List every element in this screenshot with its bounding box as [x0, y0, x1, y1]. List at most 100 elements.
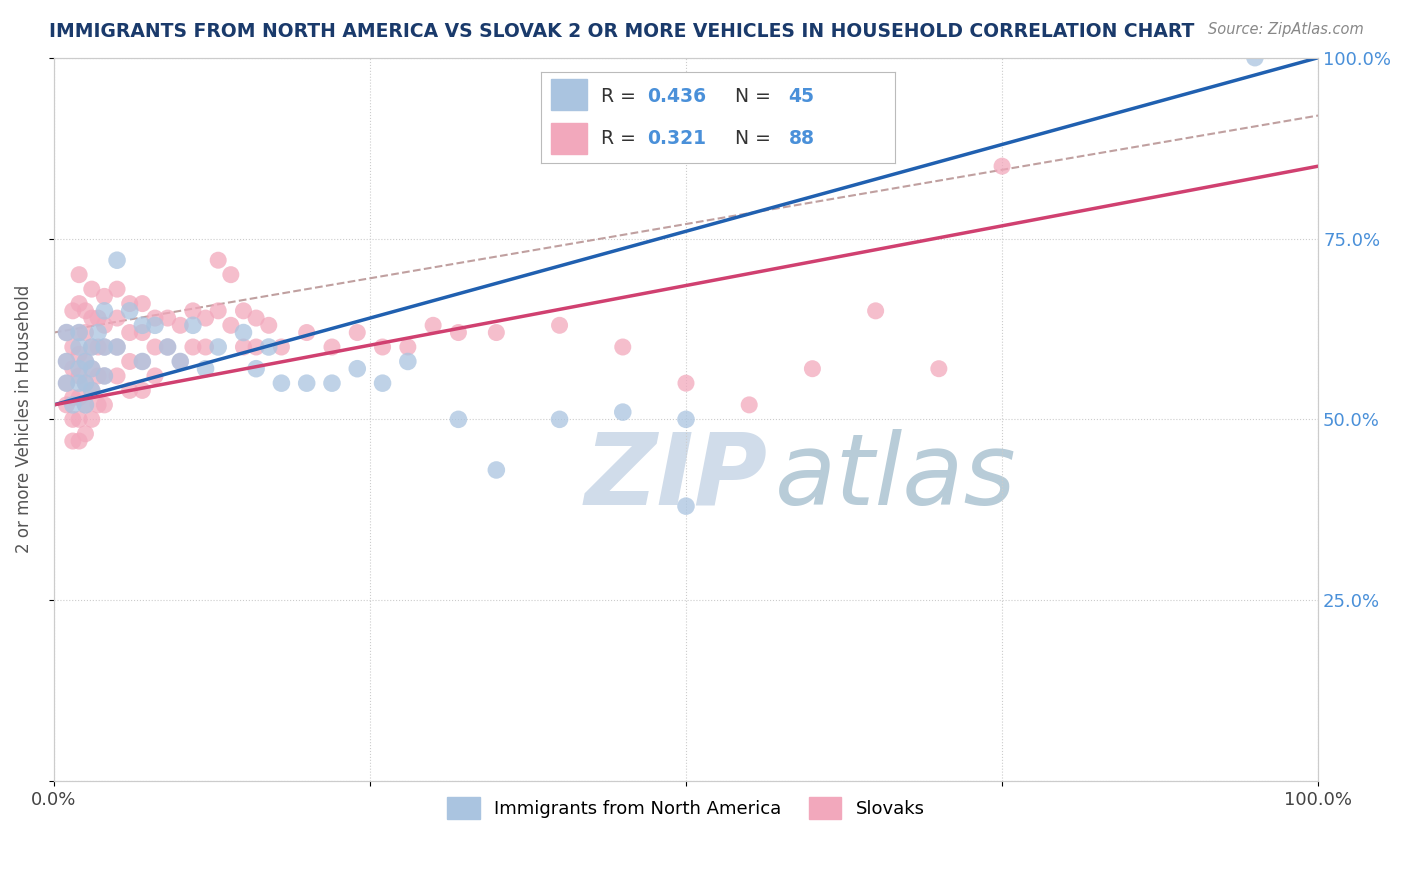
Point [181, 303, 204, 318]
Point [75, 376, 97, 391]
Point [232, 326, 254, 340]
Point [612, 340, 634, 354]
Point [80, 361, 103, 376]
Point [67, 326, 90, 340]
Point [245, 311, 267, 326]
Point [87, 326, 110, 340]
Point [396, 354, 419, 368]
Point [738, 398, 761, 412]
Point [93, 340, 115, 354]
Point [801, 361, 824, 376]
Point [80, 311, 103, 326]
Point [321, 340, 343, 354]
Point [194, 311, 217, 326]
Point [67, 391, 90, 405]
Point [67, 368, 90, 383]
Point [80, 361, 103, 376]
Point [67, 361, 90, 376]
Point [80, 384, 103, 398]
Point [55, 398, 77, 412]
Point [93, 340, 115, 354]
Point [612, 405, 634, 419]
Point [675, 412, 697, 426]
Point [131, 354, 153, 368]
Point [80, 384, 103, 398]
Point [270, 376, 292, 391]
Point [245, 340, 267, 354]
Point [62, 340, 84, 354]
Text: atlas: atlas [775, 429, 1017, 525]
Point [75, 326, 97, 340]
Point [371, 376, 394, 391]
Point [55, 376, 77, 391]
Point [194, 361, 217, 376]
Point [67, 268, 90, 282]
Point [67, 326, 90, 340]
Point [295, 326, 318, 340]
Point [131, 296, 153, 310]
Text: Source: ZipAtlas.com: Source: ZipAtlas.com [1208, 22, 1364, 37]
Point [75, 376, 97, 391]
Point [194, 340, 217, 354]
Point [143, 340, 166, 354]
Point [80, 340, 103, 354]
Point [118, 296, 141, 310]
Point [207, 253, 229, 268]
Point [169, 354, 191, 368]
Point [207, 303, 229, 318]
Point [548, 412, 571, 426]
Point [257, 340, 280, 354]
Point [75, 354, 97, 368]
Point [232, 303, 254, 318]
Point [143, 368, 166, 383]
Point [143, 318, 166, 333]
Point [67, 434, 90, 448]
Point [67, 376, 90, 391]
Point [80, 340, 103, 354]
Point [75, 398, 97, 412]
Point [118, 303, 141, 318]
Point [270, 340, 292, 354]
Point [105, 340, 128, 354]
Point [105, 340, 128, 354]
Point [67, 347, 90, 361]
Point [62, 434, 84, 448]
Point [67, 412, 90, 426]
Point [321, 376, 343, 391]
Point [62, 391, 84, 405]
Point [346, 361, 368, 376]
Point [346, 326, 368, 340]
Point [105, 282, 128, 296]
Point [257, 318, 280, 333]
Point [87, 340, 110, 354]
Point [928, 361, 950, 376]
Point [93, 318, 115, 333]
Point [156, 340, 179, 354]
Point [181, 318, 204, 333]
Y-axis label: 2 or more Vehicles in Household: 2 or more Vehicles in Household [15, 285, 32, 553]
Point [219, 268, 242, 282]
Point [62, 303, 84, 318]
Point [422, 318, 444, 333]
Point [485, 463, 508, 477]
Point [675, 376, 697, 391]
Point [67, 296, 90, 310]
Text: ZIP: ZIP [585, 429, 768, 525]
Point [75, 303, 97, 318]
Point [1244, 51, 1267, 65]
Point [548, 318, 571, 333]
Point [991, 159, 1014, 173]
Point [131, 384, 153, 398]
Point [75, 398, 97, 412]
Point [80, 282, 103, 296]
Point [93, 368, 115, 383]
Point [232, 340, 254, 354]
Point [219, 318, 242, 333]
Point [143, 311, 166, 326]
Point [67, 340, 90, 354]
Point [105, 368, 128, 383]
Point [371, 340, 394, 354]
Point [105, 311, 128, 326]
Point [105, 253, 128, 268]
Point [207, 340, 229, 354]
